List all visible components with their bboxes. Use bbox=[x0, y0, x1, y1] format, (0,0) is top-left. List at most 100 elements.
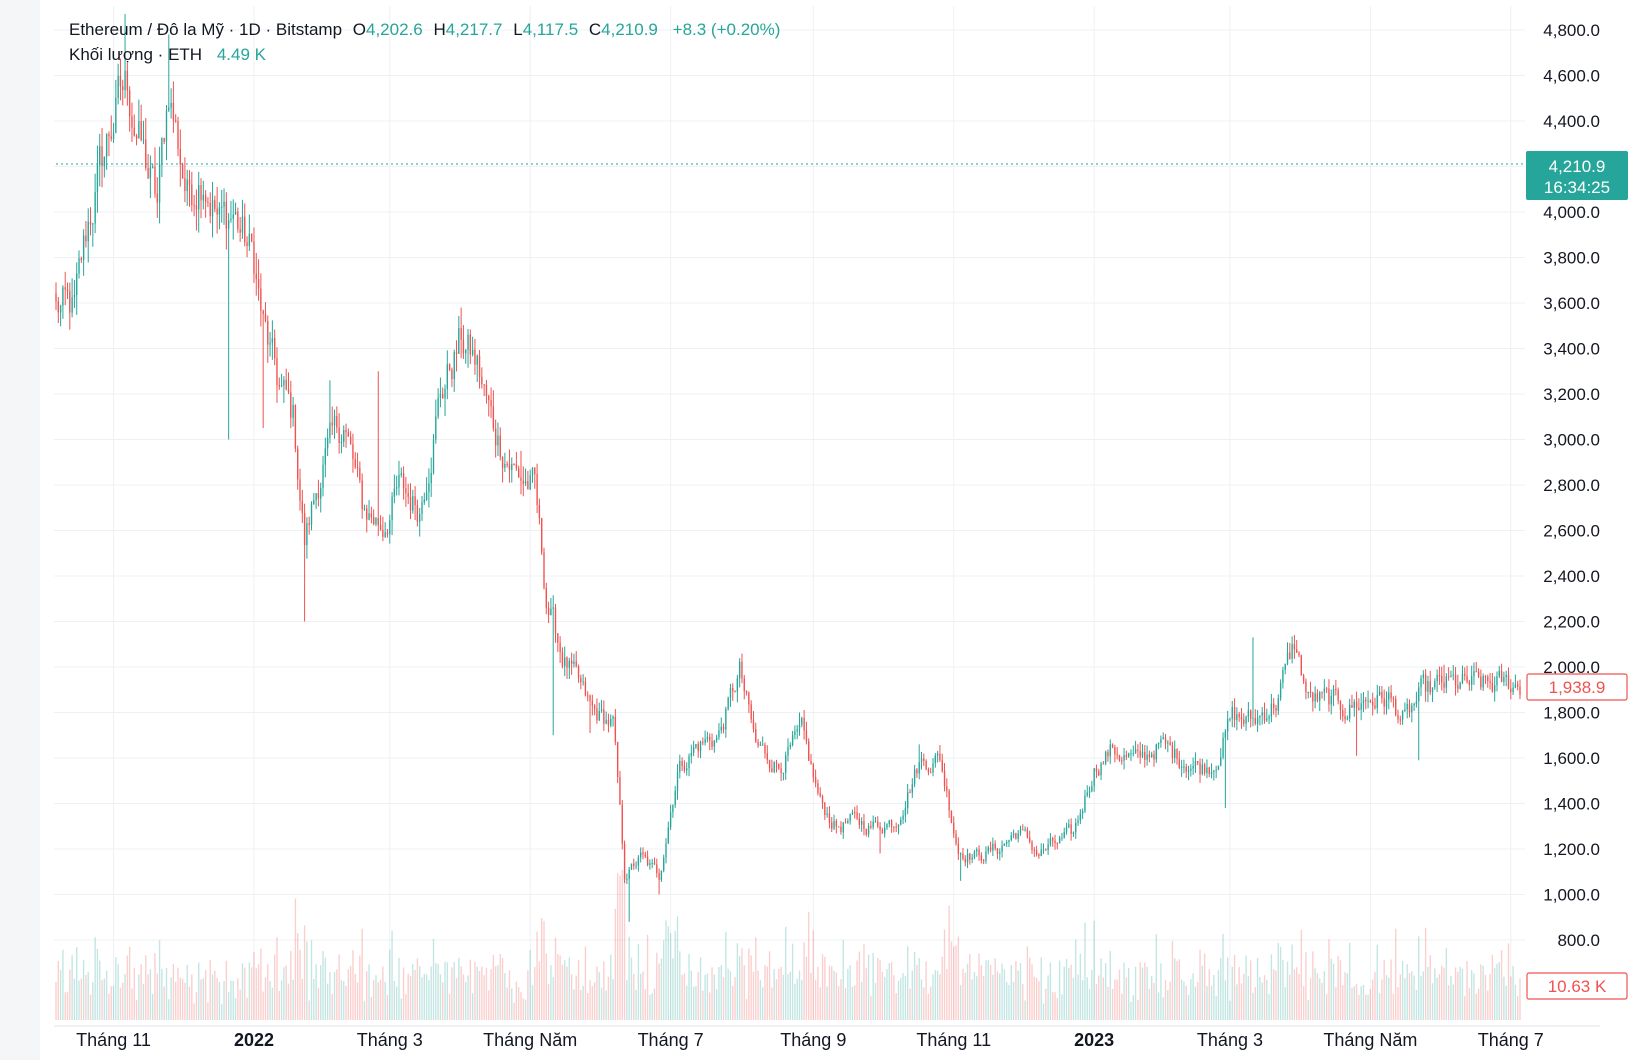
candle-body bbox=[1422, 674, 1425, 678]
candle-body bbox=[589, 695, 591, 702]
volume-bar bbox=[651, 993, 653, 1020]
volume-bar bbox=[92, 982, 94, 1020]
candle-body bbox=[1450, 675, 1452, 678]
volume-bar bbox=[916, 964, 918, 1020]
volume-bar bbox=[1017, 970, 1019, 1020]
candle bbox=[147, 153, 149, 179]
candle bbox=[202, 180, 205, 210]
candle bbox=[1464, 667, 1466, 681]
candle-body bbox=[1111, 744, 1114, 748]
candle bbox=[900, 816, 902, 826]
candle bbox=[849, 813, 851, 825]
candle-body bbox=[642, 852, 644, 855]
candle-body bbox=[276, 358, 278, 386]
volume-bar bbox=[1068, 967, 1070, 1020]
volume-bar bbox=[163, 986, 165, 1020]
candle bbox=[614, 708, 617, 746]
candle bbox=[978, 845, 980, 861]
candle-body bbox=[421, 502, 423, 515]
candle bbox=[1374, 697, 1376, 710]
candle-body bbox=[1355, 701, 1358, 708]
volume-bar bbox=[1289, 974, 1291, 1020]
candle-body bbox=[780, 768, 782, 773]
candle-body bbox=[883, 827, 886, 834]
candle-body bbox=[810, 760, 812, 765]
candle bbox=[1252, 637, 1254, 727]
candle bbox=[306, 517, 308, 559]
candle bbox=[851, 809, 854, 816]
candle-body bbox=[214, 200, 216, 209]
candle bbox=[718, 723, 720, 740]
volume-bar bbox=[1183, 981, 1185, 1020]
volume-bar bbox=[1346, 973, 1349, 1020]
candle bbox=[766, 745, 768, 765]
candle bbox=[1312, 691, 1314, 712]
candle-body bbox=[145, 139, 147, 169]
volume-bar bbox=[1321, 982, 1323, 1020]
candle-body bbox=[241, 216, 244, 233]
volume-bar bbox=[73, 978, 76, 1020]
candle bbox=[1075, 818, 1077, 839]
candle bbox=[234, 202, 237, 215]
candle bbox=[1468, 679, 1471, 691]
candle-body bbox=[1325, 688, 1328, 690]
volume-bar bbox=[412, 963, 414, 1020]
candle bbox=[651, 858, 653, 869]
volume-bar bbox=[177, 967, 179, 1020]
volume-bar bbox=[1415, 990, 1418, 1020]
candle-body bbox=[1487, 676, 1489, 681]
candle bbox=[1470, 665, 1473, 691]
candle bbox=[1038, 853, 1040, 859]
volume-bar bbox=[582, 985, 584, 1020]
candle-body bbox=[1376, 695, 1378, 708]
candle bbox=[460, 307, 462, 359]
candle bbox=[1024, 826, 1026, 832]
volume-bar bbox=[531, 985, 534, 1020]
candle bbox=[1008, 839, 1010, 848]
volume-bar bbox=[1307, 999, 1309, 1020]
candle bbox=[1114, 744, 1116, 763]
volume-label[interactable]: Khối lượng · ETH bbox=[69, 45, 203, 64]
volume-bar bbox=[62, 949, 64, 1020]
candle-body bbox=[1169, 742, 1171, 746]
candle-body bbox=[798, 724, 801, 730]
candle bbox=[140, 104, 142, 142]
volume-bar bbox=[858, 951, 861, 1020]
price-axis[interactable]: 4,800.04,600.04,400.04,200.04,000.03,800… bbox=[1543, 21, 1600, 950]
candle-body bbox=[1298, 652, 1300, 656]
volume-bar bbox=[1003, 969, 1006, 1020]
price-tick-label: 3,600.0 bbox=[1543, 294, 1600, 313]
candle-body bbox=[430, 472, 432, 484]
candle-body bbox=[1348, 704, 1351, 719]
volume-bar bbox=[181, 978, 184, 1020]
volume-bar bbox=[529, 950, 531, 1020]
candle bbox=[1052, 836, 1054, 847]
candle bbox=[122, 79, 124, 106]
volume-bar bbox=[138, 974, 140, 1020]
volume-bar bbox=[465, 981, 467, 1020]
candle bbox=[340, 434, 343, 454]
volume-bar bbox=[835, 972, 838, 1020]
candle bbox=[1167, 740, 1169, 753]
volume-bar bbox=[230, 980, 232, 1020]
volume-bar bbox=[1309, 978, 1312, 1020]
candlestick-series[interactable] bbox=[55, 14, 1521, 922]
candle-body bbox=[1293, 644, 1296, 650]
volume-bar bbox=[890, 961, 893, 1020]
symbol-title[interactable]: Ethereum / Đô la Mỹ · 1D · Bitstamp bbox=[69, 20, 343, 39]
candle bbox=[437, 388, 439, 420]
price-tick-label: 1,000.0 bbox=[1543, 886, 1600, 905]
volume-bar bbox=[932, 974, 934, 1020]
candle bbox=[1415, 691, 1418, 708]
candle bbox=[264, 302, 267, 323]
candle bbox=[957, 837, 960, 860]
candle-body bbox=[725, 708, 727, 730]
candle bbox=[1003, 843, 1006, 846]
volume-bar bbox=[361, 928, 363, 1020]
candle bbox=[1054, 834, 1056, 850]
volume-bar bbox=[1512, 965, 1514, 1020]
candle-body bbox=[331, 422, 333, 426]
volume-bar bbox=[349, 966, 352, 1020]
time-axis[interactable]: Tháng 11 2022 Tháng 3 Tháng Năm Tháng 7 Tháng… bbox=[54, 1025, 1600, 1050]
